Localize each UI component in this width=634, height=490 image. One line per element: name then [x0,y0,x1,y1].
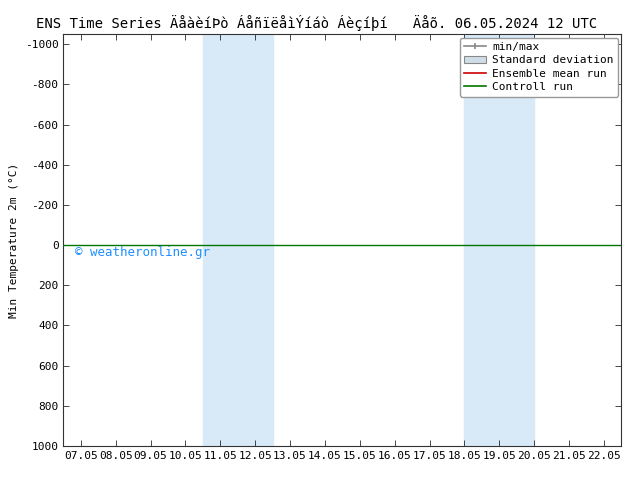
Text: ENS Time Series ÄåàèíÞò ÁåñïëåìÝíáò Áèçíþí   Äåõ. 06.05.2024 12 UTC: ENS Time Series ÄåàèíÞò ÁåñïëåìÝíáò Áèçí… [36,15,598,31]
Text: © weatheronline.gr: © weatheronline.gr [75,246,210,259]
Y-axis label: Min Temperature 2m (°C): Min Temperature 2m (°C) [10,163,19,318]
Bar [464,34,534,446]
Legend: min/max, Standard deviation, Ensemble mean run, Controll run: min/max, Standard deviation, Ensemble me… [460,38,618,97]
Bar [203,34,273,446]
